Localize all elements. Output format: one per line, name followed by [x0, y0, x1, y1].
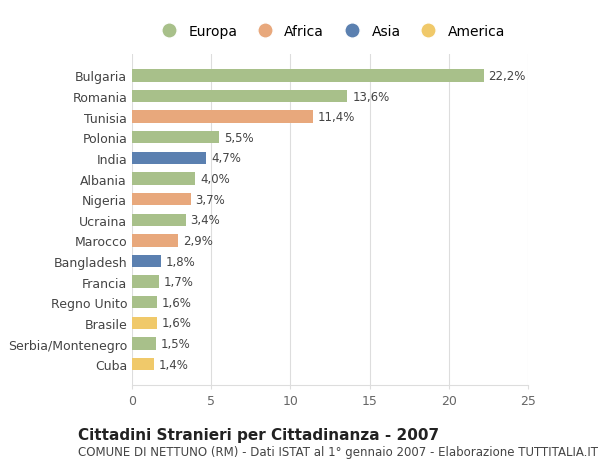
Bar — [132, 152, 206, 165]
Bar — [132, 194, 191, 206]
Bar — [132, 214, 186, 226]
Bar — [132, 91, 347, 103]
Legend: Europa, Africa, Asia, America: Europa, Africa, Asia, America — [149, 19, 511, 44]
Text: 1,8%: 1,8% — [165, 255, 195, 268]
Text: 1,6%: 1,6% — [162, 317, 192, 330]
Bar — [132, 132, 219, 144]
Bar — [132, 317, 157, 330]
Text: 5,5%: 5,5% — [224, 132, 253, 145]
Text: 2,9%: 2,9% — [182, 235, 212, 247]
Text: 1,7%: 1,7% — [164, 275, 194, 289]
Text: 13,6%: 13,6% — [352, 90, 389, 103]
Text: 4,0%: 4,0% — [200, 173, 230, 185]
Bar — [132, 70, 484, 83]
Bar — [132, 276, 159, 288]
Text: Cittadini Stranieri per Cittadinanza - 2007: Cittadini Stranieri per Cittadinanza - 2… — [78, 427, 439, 442]
Bar — [132, 111, 313, 123]
Bar — [132, 338, 156, 350]
Bar — [132, 358, 154, 370]
Text: 22,2%: 22,2% — [488, 70, 526, 83]
Text: 1,6%: 1,6% — [162, 296, 192, 309]
Text: COMUNE DI NETTUNO (RM) - Dati ISTAT al 1° gennaio 2007 - Elaborazione TUTTITALIA: COMUNE DI NETTUNO (RM) - Dati ISTAT al 1… — [78, 445, 598, 458]
Text: 1,5%: 1,5% — [161, 337, 190, 350]
Bar — [132, 255, 161, 268]
Text: 11,4%: 11,4% — [317, 111, 355, 124]
Text: 3,4%: 3,4% — [191, 214, 220, 227]
Text: 4,7%: 4,7% — [211, 152, 241, 165]
Bar — [132, 235, 178, 247]
Bar — [132, 297, 157, 309]
Text: 3,7%: 3,7% — [196, 193, 225, 206]
Text: 1,4%: 1,4% — [159, 358, 189, 371]
Bar — [132, 173, 196, 185]
